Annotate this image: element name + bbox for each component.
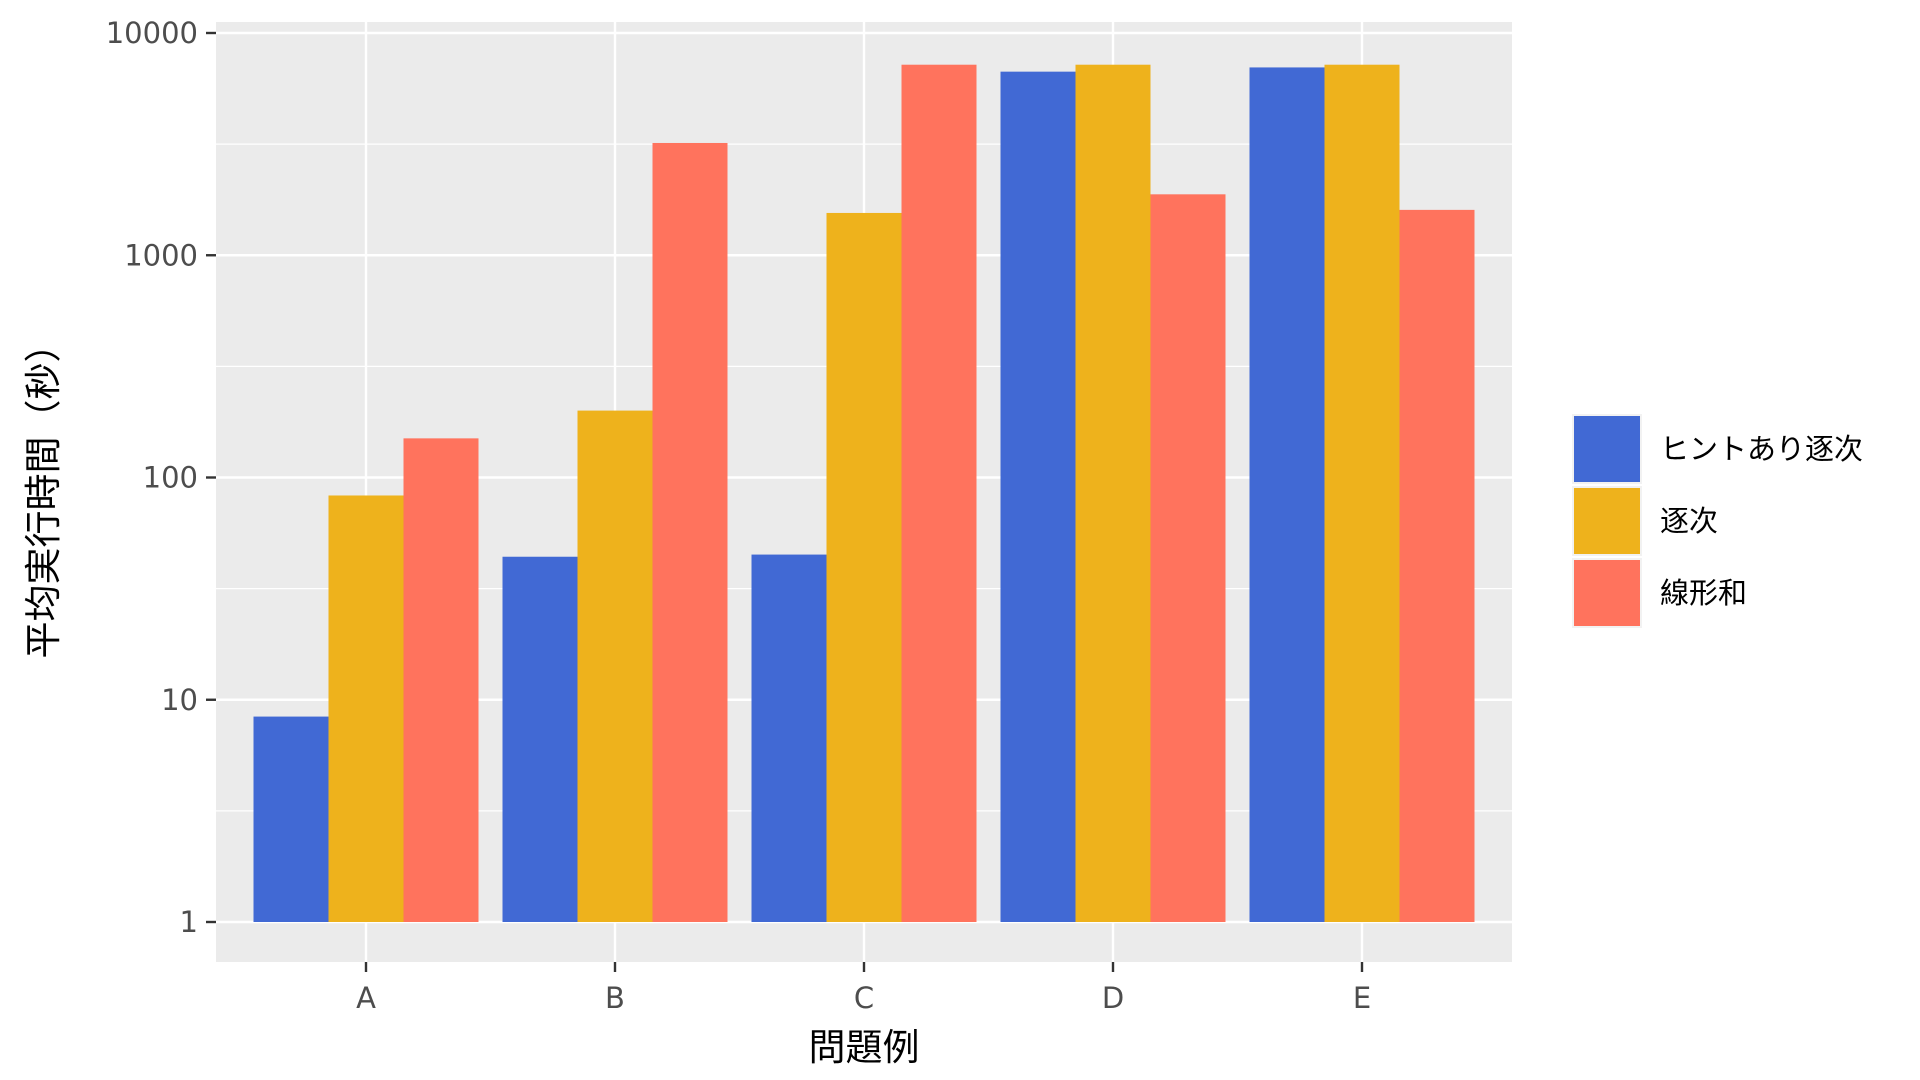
x-tick-label: B — [605, 981, 625, 1015]
legend-key-swatch — [1574, 416, 1640, 482]
bar-c-series-1 — [751, 554, 827, 922]
bar-e-series-1 — [1249, 67, 1325, 923]
bar-e-series-3 — [1399, 209, 1475, 922]
bar-d-series-3 — [1150, 194, 1226, 922]
bar-a-series-2 — [328, 495, 404, 922]
y-tick-label: 10000 — [106, 16, 198, 50]
bar-c-series-2 — [826, 212, 902, 922]
y-tick-label: 10 — [161, 683, 198, 717]
x-tick-label: C — [854, 981, 874, 1015]
legend-label: ヒントあり逐次 — [1660, 432, 1863, 466]
y-tick-label: 1000 — [124, 238, 198, 272]
bar-e-series-2 — [1324, 64, 1400, 922]
x-axis-title: 問題例 — [809, 1026, 920, 1069]
bar-b-series-2 — [577, 410, 653, 922]
bar-b-series-1 — [502, 556, 578, 922]
legend-key-swatch — [1574, 488, 1640, 554]
bar-d-series-2 — [1075, 64, 1151, 922]
y-axis-title: 平均実行時間（秒） — [22, 326, 65, 659]
x-tick-label: E — [1353, 981, 1371, 1015]
legend-label: 線形和 — [1660, 576, 1747, 610]
bar-d-series-1 — [1000, 71, 1076, 922]
legend-label: 逐次 — [1660, 504, 1718, 538]
bar-c-series-3 — [901, 64, 977, 922]
y-tick-label: 100 — [143, 461, 198, 495]
x-tick-label: D — [1102, 981, 1124, 1015]
y-tick-label: 1 — [180, 905, 198, 939]
bar-a-series-1 — [253, 716, 329, 922]
bar-a-series-3 — [403, 438, 479, 922]
bars — [253, 64, 1475, 923]
axes: 1 10 100 1000 10000 A B C D E — [106, 16, 1371, 1015]
x-tick-label: A — [356, 981, 376, 1015]
legend-key-swatch — [1574, 560, 1640, 626]
bar-b-series-3 — [652, 142, 728, 923]
